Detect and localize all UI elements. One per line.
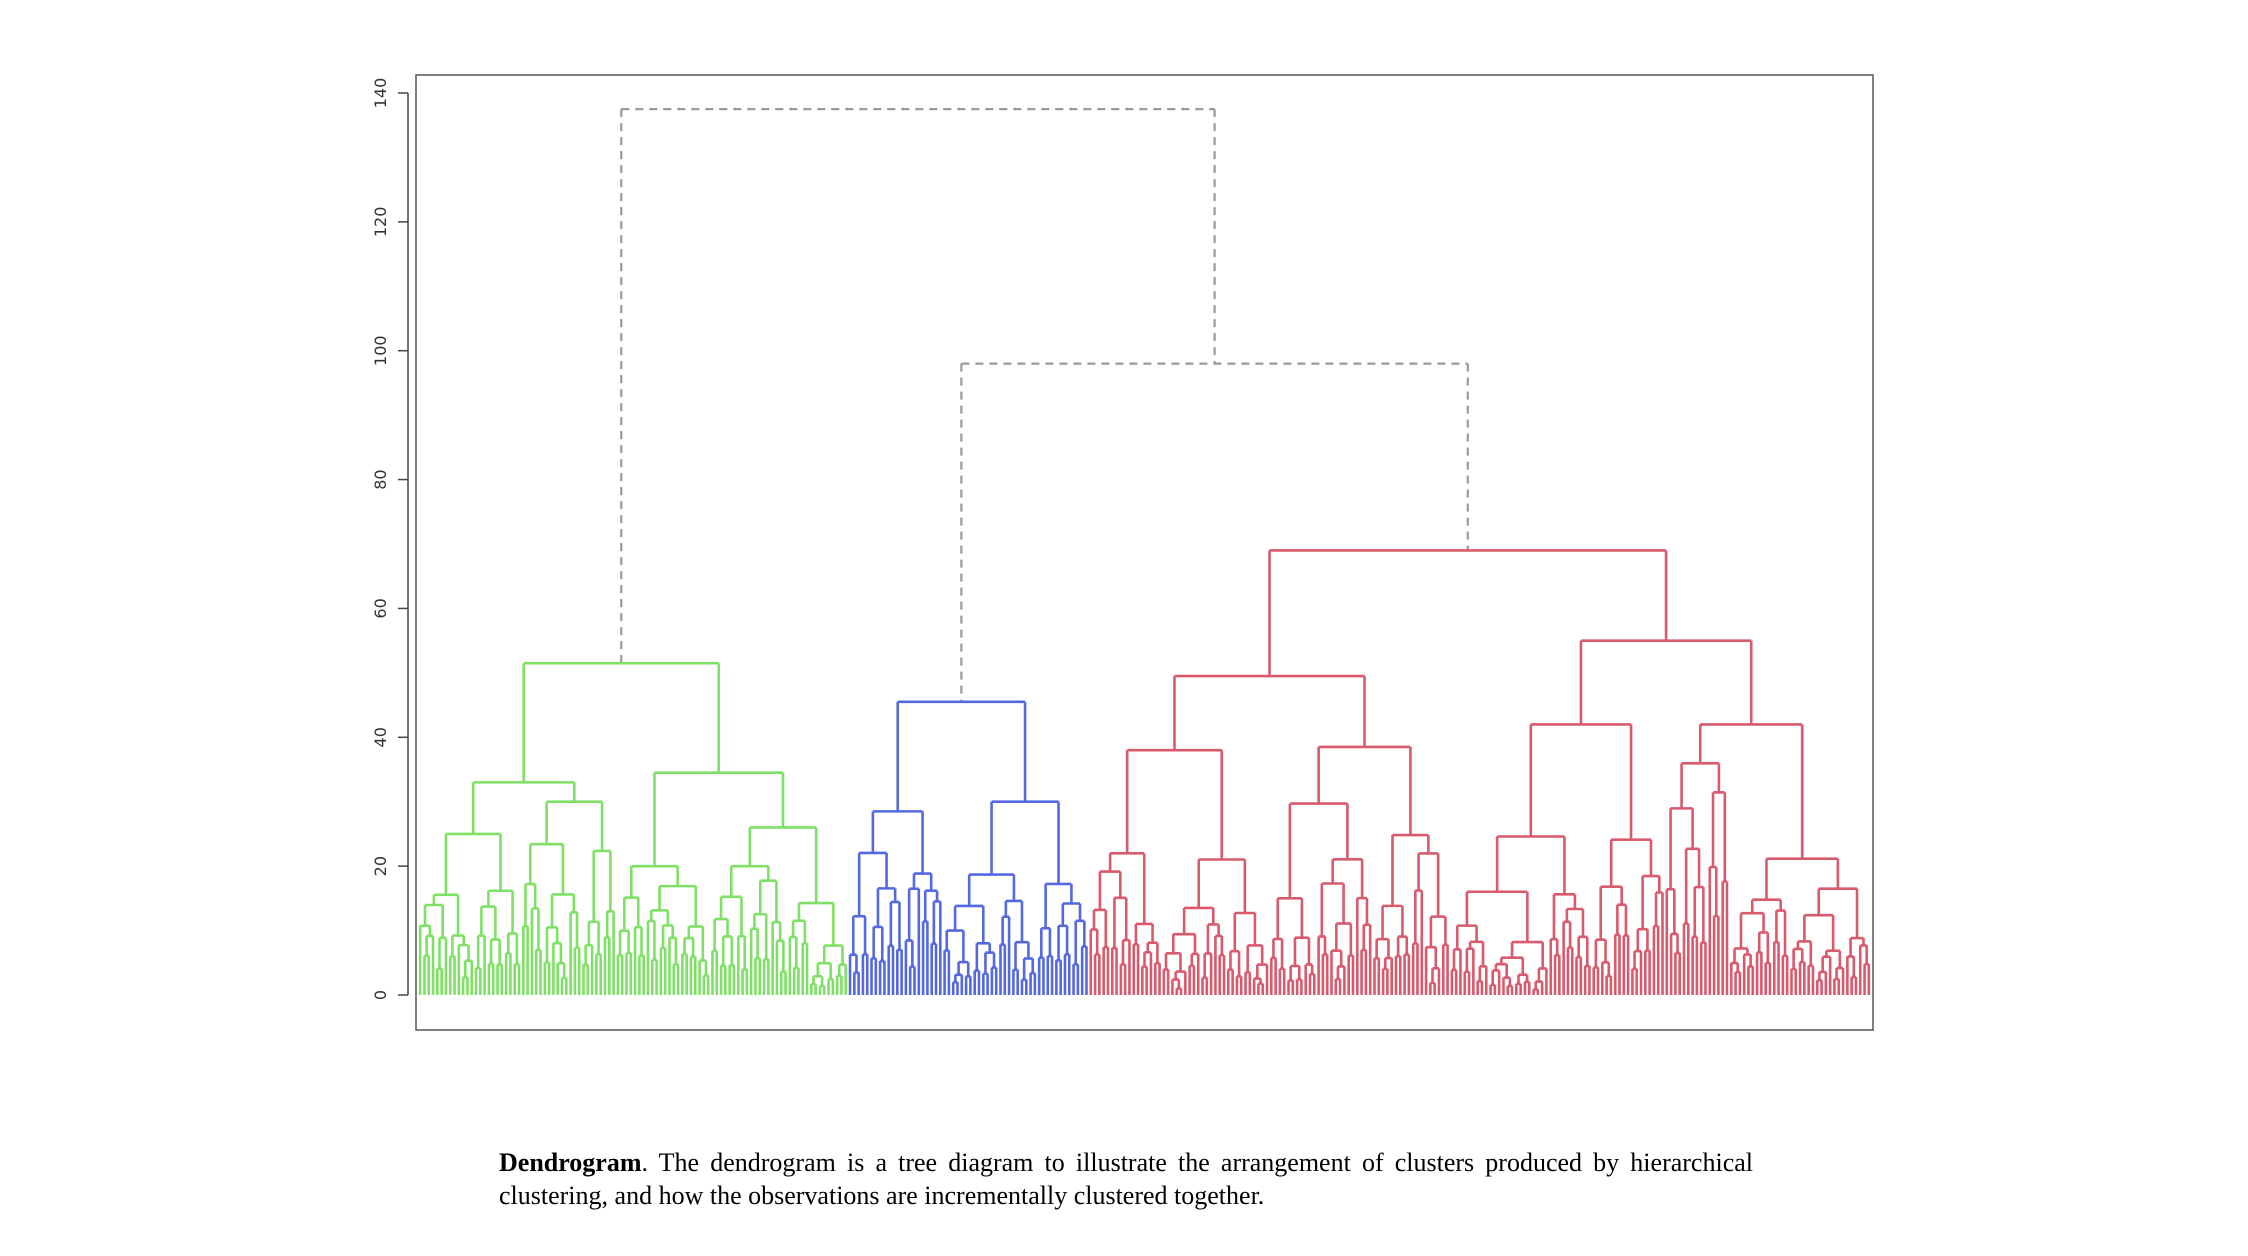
y-tick-label: 60 [371, 598, 390, 618]
y-tick-label: 20 [371, 856, 390, 876]
plot-frame [415, 74, 1874, 1031]
dendrogram-chart: 0 20 40 60 80 100 120 140 [371, 74, 1874, 1031]
y-tick-label: 100 [371, 335, 390, 366]
y-axis: 0 20 40 60 80 100 120 140 [371, 78, 409, 1000]
y-tick-label: 140 [371, 78, 390, 109]
y-tick-label: 120 [371, 207, 390, 238]
caption-text: . The dendrogram is a tree diagram to il… [499, 1148, 1753, 1210]
y-tick-label: 40 [371, 727, 390, 747]
caption-title: Dendrogram [499, 1148, 642, 1177]
y-tick-label: 80 [371, 469, 390, 489]
figure-caption: Dendrogram. The dendrogram is a tree dia… [499, 1146, 1753, 1212]
y-tick-label: 0 [371, 990, 390, 1000]
dendrogram-tree [418, 108, 1871, 995]
